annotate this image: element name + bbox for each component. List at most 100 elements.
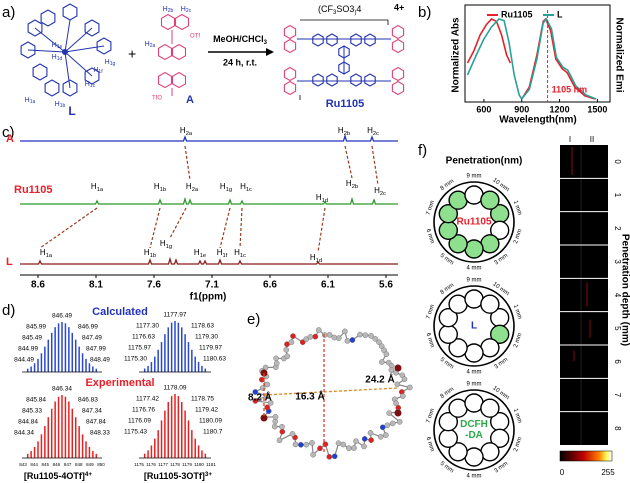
line	[169, 207, 187, 239]
row-label: 1	[613, 193, 622, 198]
text-part: 3	[333, 10, 337, 16]
text-part: 1a	[46, 253, 53, 259]
atom	[267, 399, 274, 406]
text-part: H	[181, 6, 186, 13]
atom	[400, 393, 406, 399]
text-part: 1c	[240, 253, 246, 259]
line	[64, 51, 93, 77]
x-tick-label: 848	[75, 462, 83, 467]
text-part: 1b	[150, 253, 156, 259]
proton-label: H2b	[346, 179, 358, 189]
atom	[372, 335, 379, 342]
heatmap	[560, 145, 608, 445]
ru-atom	[260, 414, 268, 422]
peak-label: 847.99	[86, 346, 106, 353]
well-label: 6 mm	[425, 228, 435, 244]
row-label: 0	[613, 159, 622, 164]
line	[344, 145, 353, 179]
row-label: 3	[613, 259, 622, 264]
atom	[344, 338, 351, 344]
peak-label: 844.49	[14, 357, 34, 364]
line	[219, 207, 231, 249]
proton-label: H1e	[194, 248, 206, 258]
line	[263, 387, 399, 396]
ring	[391, 66, 405, 82]
group-label: TfO	[152, 96, 162, 102]
atom	[310, 451, 316, 458]
proton-label: H2c	[367, 126, 379, 136]
atom	[378, 343, 385, 350]
text-part: 4	[356, 4, 361, 14]
text-part: H	[55, 101, 60, 108]
atom	[289, 431, 296, 437]
atom	[401, 376, 408, 383]
ring	[62, 79, 78, 97]
well	[480, 398, 500, 418]
proton-label: H2b	[338, 126, 350, 136]
well-label: 8 mm	[440, 386, 456, 400]
row-label: 7	[613, 393, 622, 398]
text-part: 1b	[160, 187, 166, 193]
ru-atom	[394, 409, 402, 417]
atom	[388, 367, 395, 373]
peak-label: 1178.63	[191, 323, 214, 330]
well-label: 10 mm	[491, 385, 509, 401]
text-part: 1d	[316, 258, 322, 264]
peak-label: 1175.30	[124, 356, 147, 363]
colorbar-label: 0	[560, 468, 565, 477]
x-tick-label: 849	[86, 462, 94, 467]
text-part: 2b	[168, 8, 174, 14]
atom	[272, 414, 279, 420]
atom	[376, 339, 382, 346]
plate-name: Ru1105	[456, 217, 491, 228]
ring	[391, 24, 405, 40]
text-part: 1a	[30, 99, 36, 105]
x-tick-label: 8.6	[31, 280, 45, 291]
well-label: 7 mm	[426, 304, 436, 320]
atom	[321, 332, 328, 338]
atom	[379, 424, 386, 431]
text-part: H	[240, 182, 246, 191]
peak-label: 1177.42	[136, 396, 159, 403]
ring	[96, 37, 112, 55]
plate	[433, 285, 515, 367]
panel-label: f)	[418, 142, 427, 159]
well	[490, 220, 510, 241]
peak-label: 847.49	[82, 335, 102, 342]
proton-label: H1b	[154, 182, 166, 192]
well-label: 10 mm	[491, 281, 509, 297]
peak-label: 1179.42	[195, 407, 218, 414]
text-part: H	[93, 67, 98, 74]
atom	[367, 430, 374, 436]
molecule-name: Ru1105	[326, 98, 365, 110]
text-part: 1c	[90, 83, 96, 89]
text-part: 1f	[98, 69, 103, 75]
atom	[262, 364, 269, 371]
well-label: 4 mm	[467, 370, 482, 376]
atom	[361, 443, 367, 450]
text-part: MeOH/CHCl	[213, 34, 264, 44]
nmr-trace	[20, 256, 398, 265]
section-title: Penetration(nm)	[446, 156, 523, 167]
text-part: 2c	[186, 8, 192, 14]
row-label: 2	[613, 226, 622, 231]
atom	[393, 400, 399, 407]
well	[448, 234, 468, 254]
ring	[44, 79, 60, 97]
x-tick-label: 846	[53, 462, 61, 467]
text-part: H	[91, 182, 97, 191]
ring	[283, 24, 297, 40]
well	[448, 338, 468, 358]
peak-label: 845.49	[22, 335, 42, 342]
atom	[317, 445, 323, 452]
x-tick-label: 6.1	[321, 280, 335, 291]
atom	[361, 436, 368, 442]
text-part: [Ru1105-4OTf]	[24, 471, 85, 481]
proton-label: H2c	[181, 6, 192, 14]
line	[39, 207, 98, 249]
row-label: 5	[613, 326, 622, 331]
x-tick-label: 1200	[550, 104, 570, 114]
atom	[298, 441, 304, 448]
x-tick-label: 7.6	[147, 280, 161, 291]
